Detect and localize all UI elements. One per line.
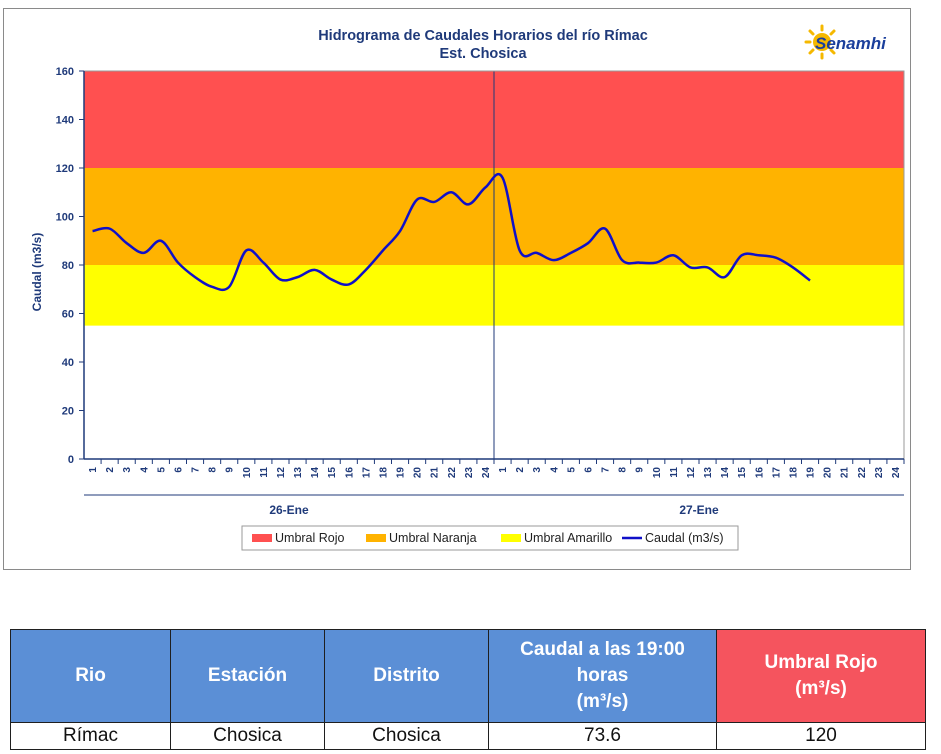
x-tick-label: 2 (515, 467, 526, 473)
y-axis-label: Caudal (m3/s) (30, 233, 44, 312)
legend-label: Umbral Naranja (389, 531, 477, 545)
x-tick-label: 5 (566, 467, 577, 473)
x-tick-label: 8 (618, 467, 629, 473)
y-tick-label: 0 (68, 454, 74, 466)
x-tick-label: 19 (806, 467, 817, 479)
hydrograph-chart: Senamhi 02040608010012014016012345678910… (30, 28, 905, 551)
x-tick-label: 1 (498, 467, 509, 473)
x-tick-label: 13 (293, 467, 304, 479)
x-tick-label: 3 (532, 467, 543, 473)
y-tick-label: 80 (62, 260, 74, 272)
header-rio: Rio (10, 629, 171, 723)
cell-distrito: Chosica (324, 722, 489, 750)
x-tick-label: 9 (635, 467, 646, 473)
x-tick-label: 23 (464, 467, 475, 479)
x-tick-label: 7 (191, 467, 202, 473)
x-tick-label: 16 (754, 467, 765, 479)
y-tick-label: 160 (56, 66, 74, 78)
x-tick-label: 6 (583, 467, 594, 473)
y-tick-label: 120 (56, 163, 74, 175)
station-data-table: Rio Estación Distrito Caudal a las 19:00… (10, 629, 926, 750)
x-tick-label: 22 (857, 467, 868, 479)
x-tick-label: 17 (361, 467, 372, 479)
chart-title: Hidrograma de Caudales Horarios del río … (318, 28, 648, 44)
legend-swatch (501, 534, 521, 542)
day-label: 26-Ene (269, 503, 309, 517)
legend-swatch (366, 534, 386, 542)
header-caudal: Caudal a las 19:00 horas (m³/s) (488, 629, 717, 723)
x-tick-label: 10 (652, 467, 663, 479)
table-header-row: Rio Estación Distrito Caudal a las 19:00… (10, 629, 926, 723)
legend-swatch (252, 534, 272, 542)
x-tick-label: 21 (840, 467, 851, 479)
x-tick-label: 15 (737, 467, 748, 479)
x-tick-label: 13 (703, 467, 714, 479)
x-tick-label: 14 (310, 467, 321, 479)
header-umbral-line1: Umbral Rojo (764, 652, 878, 673)
x-tick-label: 24 (891, 467, 902, 479)
x-tick-label: 18 (788, 467, 799, 479)
x-tick-label: 1 (88, 467, 99, 473)
header-caudal-unit: (m³/s) (576, 691, 629, 712)
y-tick-label: 20 (62, 406, 74, 418)
x-tick-label: 15 (327, 467, 338, 479)
cell-rio: Rímac (10, 722, 171, 750)
header-estacion: Estación (170, 629, 325, 723)
series-line-caudal (92, 172, 811, 292)
logo-text: Senamhi (815, 34, 887, 53)
legend-label: Caudal (m3/s) (645, 531, 724, 545)
x-tick-label: 2 (105, 467, 116, 473)
x-tick-label: 19 (396, 467, 407, 479)
x-tick-label: 6 (173, 467, 184, 473)
x-tick-label: 11 (259, 467, 270, 478)
x-tick-label: 20 (823, 467, 834, 479)
cell-umbral: 120 (716, 722, 926, 750)
y-tick-label: 140 (56, 115, 74, 127)
x-tick-label: 21 (430, 467, 441, 479)
day-label: 27-Ene (679, 503, 719, 517)
header-caudal-line1: Caudal a las 19:00 horas (520, 639, 685, 686)
x-tick-label: 12 (276, 467, 287, 479)
legend-label: Umbral Rojo (275, 531, 345, 545)
x-tick-label: 23 (874, 467, 885, 479)
cell-estacion: Chosica (170, 722, 325, 750)
sun-icon (804, 24, 836, 60)
x-tick-label: 14 (720, 467, 731, 479)
x-tick-label: 10 (242, 467, 253, 479)
x-tick-label: 17 (771, 467, 782, 479)
header-umbral-unit: (m³/s) (795, 678, 847, 699)
x-tick-label: 8 (208, 467, 219, 473)
x-tick-label: 4 (139, 467, 150, 473)
x-tick-label: 3 (122, 467, 133, 473)
y-tick-label: 40 (62, 357, 74, 369)
x-tick-label: 18 (378, 467, 389, 479)
legend-label: Umbral Amarillo (524, 531, 612, 545)
x-tick-label: 7 (601, 467, 612, 473)
chart-frame: Senamhi 02040608010012014016012345678910… (3, 8, 911, 570)
x-tick-label: 24 (481, 467, 492, 479)
table-row: Rímac Chosica Chosica 73.6 120 (10, 722, 926, 750)
x-tick-label: 20 (413, 467, 424, 479)
y-tick-label: 100 (56, 212, 74, 224)
cell-caudal: 73.6 (488, 722, 717, 750)
x-tick-label: 4 (549, 467, 560, 473)
x-tick-label: 5 (156, 467, 167, 473)
legend-box (241, 525, 739, 551)
x-tick-label: 9 (225, 467, 236, 473)
y-tick-label: 60 (62, 309, 74, 321)
header-distrito: Distrito (324, 629, 489, 723)
x-tick-label: 12 (686, 467, 697, 479)
x-tick-label: 16 (344, 467, 355, 479)
x-tick-label: 22 (447, 467, 458, 479)
senamhi-logo: Senamhi (804, 24, 887, 60)
header-umbral-rojo: Umbral Rojo (m³/s) (716, 629, 926, 723)
chart-subtitle: Est. Chosica (439, 46, 527, 62)
x-tick-label: 11 (669, 467, 680, 478)
